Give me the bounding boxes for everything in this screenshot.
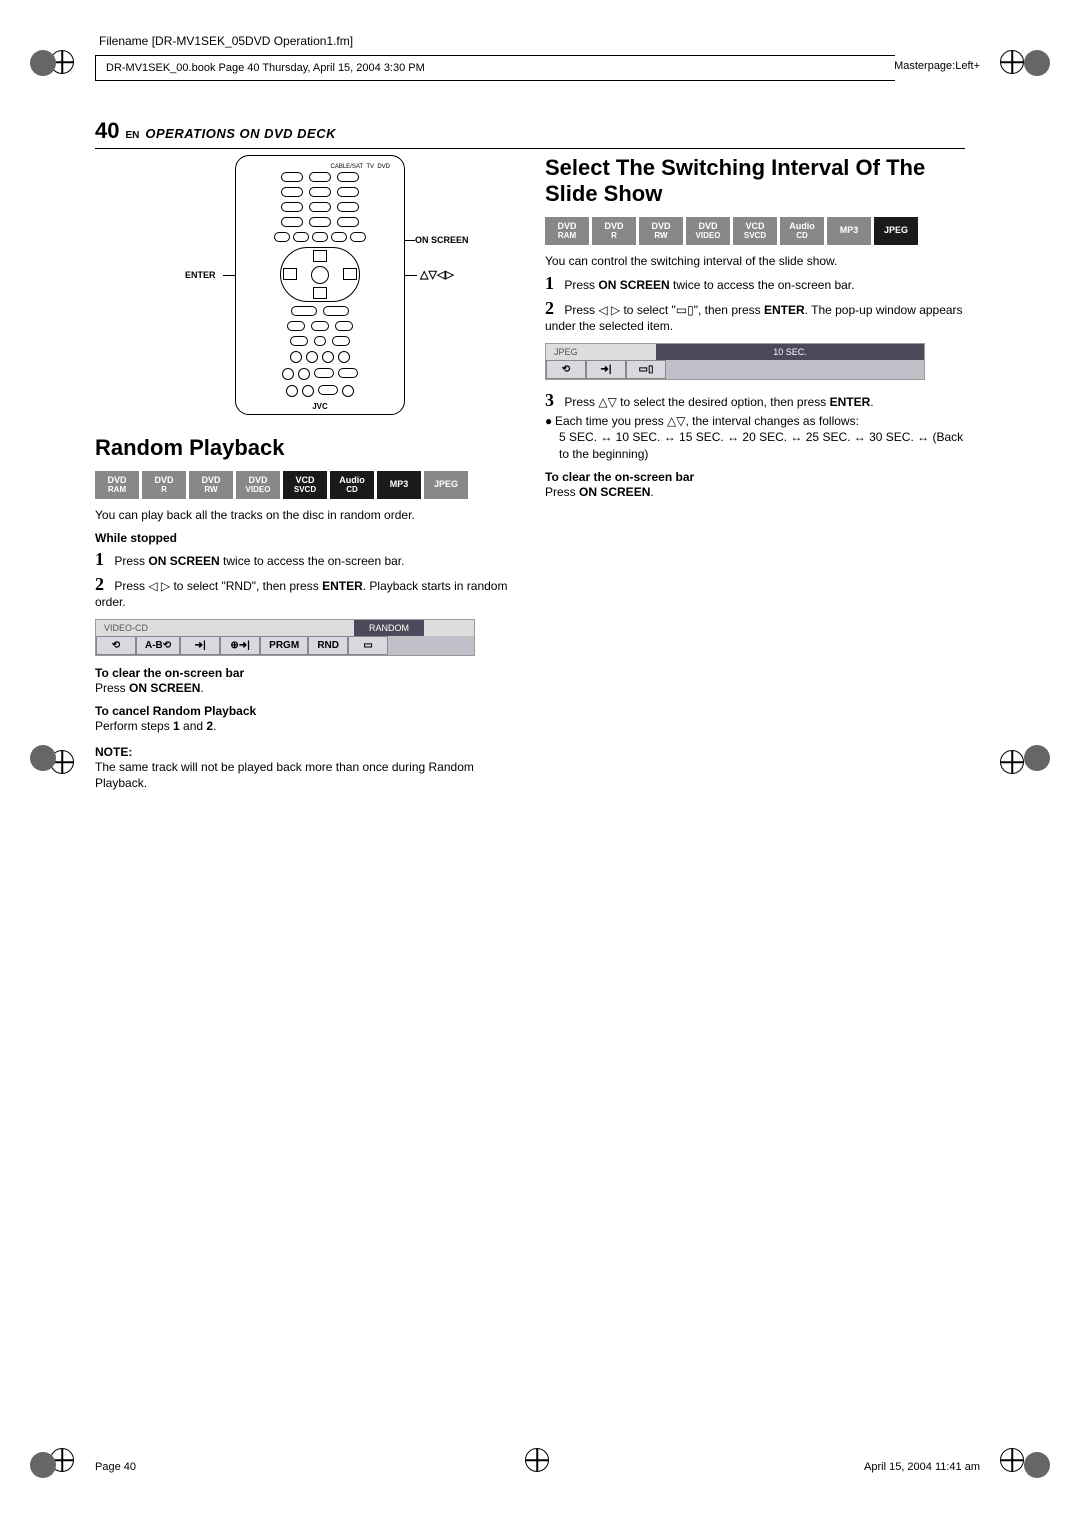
random-intro: You can play back all the tracks on the … [95,507,515,523]
while-stopped: While stopped [95,531,515,545]
enter-label: ENTER [185,270,216,280]
note-body: The same track will not be played back m… [95,759,515,791]
format-badge: DVDR [592,217,636,245]
cancel-body: Perform steps 1 and 2. [95,718,515,734]
remote-diagram: ON SCREEN ENTER △▽◁▷ CABLE/SAT TV DVD [235,155,515,415]
format-badge: DVDRAM [95,471,139,499]
dpad [280,247,360,302]
remote-top-labels: CABLE/SAT TV DVD [250,164,390,170]
slide-step1: 1 Press ON SCREEN twice to access the on… [545,273,965,294]
right-column: Select The Switching Interval Of The Sli… [545,155,965,500]
remote-body: CABLE/SAT TV DVD JVC [235,155,405,415]
slide-osd: JPEG 10 SEC. ⟲➜|▭▯ [545,343,925,380]
slide-clear-title: To clear the on-screen bar [545,470,965,484]
registration-dot [30,745,56,771]
format-badge: DVDRW [189,471,233,499]
slide-sequence: 5 SEC. ↔ 10 SEC. ↔ 15 SEC. ↔ 20 SEC. ↔ 2… [559,429,965,461]
masterpage-label: Masterpage:Left+ [894,60,980,72]
osd-cell: ⟲ [96,636,136,655]
osd-cell: ➜| [180,636,220,655]
slide-bullet: ●Each time you press △▽, the interval ch… [545,413,965,429]
remote-brand: JVC [250,402,390,411]
random-badges: DVDRAMDVDRDVDRWDVDVIDEOVCDSVCDAudioCDMP3… [95,471,515,499]
format-badge: DVDRW [639,217,683,245]
left-column: ON SCREEN ENTER △▽◁▷ CABLE/SAT TV DVD [95,155,515,791]
osd-header-left: VIDEO-CD [96,620,176,636]
registration-dot [30,1452,56,1478]
slide-badges: DVDRAMDVDRDVDRWDVDVIDEOVCDSVCDAudioCDMP3… [545,217,965,245]
format-badge: DVDVIDEO [686,217,730,245]
format-badge: VCDSVCD [283,471,327,499]
clear-body: Press ON SCREEN. [95,680,515,696]
random-step1: 1 Press ON SCREEN twice to access the on… [95,549,515,570]
format-badge: MP3 [377,471,421,499]
slide-clear-body: Press ON SCREEN. [545,484,965,500]
osd-cell: PRGM [260,636,308,655]
page-en: EN [125,130,139,141]
osd-cell: ⊕➜| [220,636,260,655]
osd-cell: RND [308,636,348,655]
on-screen-label: ON SCREEN [415,235,469,245]
slide-step2: 2 Press ◁ ▷ to select "▭▯", then press E… [545,298,965,333]
osd-header-right: 10 SEC. [656,344,924,360]
random-title: Random Playback [95,435,515,461]
format-badge: AudioCD [330,471,374,499]
page-number: 40 [95,118,119,144]
osd-cell: ▭ [348,636,388,655]
osd-cell: ⟲ [546,360,586,379]
format-badge: DVDR [142,471,186,499]
slide-step3: 3 Press △▽ to select the desired option,… [545,390,965,411]
format-badge: JPEG [874,217,918,245]
cancel-title: To cancel Random Playback [95,704,515,718]
slide-title: Select The Switching Interval Of The Sli… [545,155,965,207]
registration-dot [1024,1452,1050,1478]
arrows-label: △▽◁▷ [420,268,454,281]
format-badge: DVDVIDEO [236,471,280,499]
page-header: 40 EN OPERATIONS ON DVD DECK [95,118,965,149]
crop-mark [525,1448,555,1478]
page-title: OPERATIONS ON DVD DECK [145,126,336,141]
osd-header-left: JPEG [546,344,626,360]
registration-dot [1024,745,1050,771]
format-badge: JPEG [424,471,468,499]
footer-page: Page 40 [95,1461,136,1473]
registration-dot [30,50,56,76]
filename-label: Filename [DR-MV1SEK_05DVD Operation1.fm] [95,30,357,52]
registration-dot [1024,50,1050,76]
random-osd: VIDEO-CD RANDOM ⟲A-B⟲➜|⊕➜|PRGMRND▭ [95,619,475,656]
format-badge: AudioCD [780,217,824,245]
format-badge: VCDSVCD [733,217,777,245]
footer-date: April 15, 2004 11:41 am [864,1461,980,1473]
osd-cell: ➜| [586,360,626,379]
format-badge: MP3 [827,217,871,245]
note-title: NOTE: [95,745,515,759]
osd-cell: ▭▯ [626,360,666,379]
book-header: DR-MV1SEK_00.book Page 40 Thursday, Apri… [95,55,895,81]
clear-title: To clear the on-screen bar [95,666,515,680]
osd-cell: A-B⟲ [136,636,180,655]
random-step2: 2 Press ◁ ▷ to select "RND", then press … [95,574,515,609]
slide-intro: You can control the switching interval o… [545,253,965,269]
osd-header-right: RANDOM [354,620,424,636]
format-badge: DVDRAM [545,217,589,245]
